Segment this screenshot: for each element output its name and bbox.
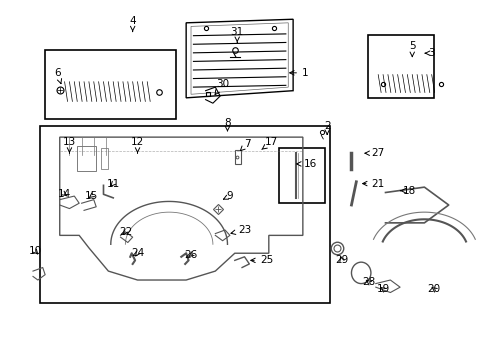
Text: 15: 15 (84, 191, 98, 201)
Bar (45, 50, 176, 119)
Text: 31: 31 (230, 27, 244, 42)
Text: 9: 9 (223, 191, 233, 201)
Text: 5: 5 (408, 41, 415, 57)
Text: 22: 22 (119, 227, 132, 237)
Text: 7: 7 (240, 139, 250, 151)
Bar (234, 150, 240, 164)
Text: 11: 11 (106, 179, 120, 189)
Text: 2: 2 (323, 121, 330, 135)
Text: 26: 26 (184, 250, 197, 260)
Text: 13: 13 (62, 138, 76, 153)
Text: 19: 19 (376, 284, 389, 294)
Text: 25: 25 (250, 255, 272, 265)
Text: 6: 6 (54, 68, 61, 84)
Text: 21: 21 (362, 179, 384, 189)
Text: 14: 14 (58, 189, 71, 199)
Text: 20: 20 (427, 284, 440, 294)
Text: 28: 28 (361, 277, 374, 287)
Text: 18: 18 (400, 186, 416, 196)
Bar (40, 126, 329, 303)
Text: 23: 23 (230, 225, 251, 235)
Bar (77, 146, 96, 171)
Text: 4: 4 (129, 16, 136, 32)
Bar (278, 148, 324, 203)
Text: 24: 24 (131, 248, 144, 258)
Text: 8: 8 (224, 118, 230, 131)
Text: 27: 27 (365, 148, 384, 158)
Text: 3: 3 (425, 48, 434, 58)
Text: 10: 10 (29, 247, 42, 256)
Text: 17: 17 (261, 138, 277, 149)
Text: 12: 12 (131, 138, 144, 153)
Text: 29: 29 (334, 255, 347, 265)
Text: 30: 30 (215, 78, 229, 95)
Bar (368, 35, 433, 98)
Text: 1: 1 (289, 68, 308, 78)
Text: 16: 16 (296, 159, 316, 169)
Bar (101, 148, 108, 169)
